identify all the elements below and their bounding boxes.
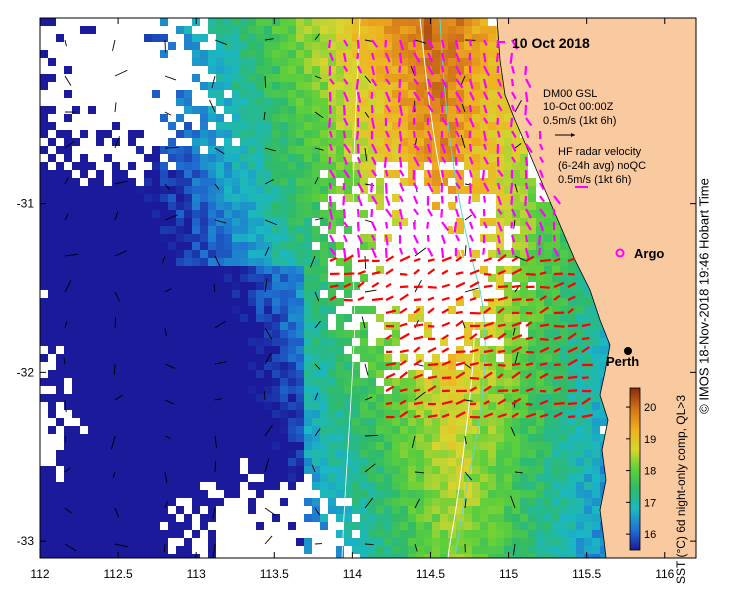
land-mass xyxy=(496,18,696,558)
colorbar-tick-label: 18 xyxy=(644,466,656,478)
x-tick-label: 115 xyxy=(499,567,518,581)
credit-text: © IMOS 18-Nov-2018 19:46 Hobart Time xyxy=(696,178,712,414)
colorbar-tick-label: 16 xyxy=(644,529,656,541)
colorbar-ticks: 16 17 18 19 20 xyxy=(626,402,656,541)
argo-marker xyxy=(615,248,625,258)
x-tick-label: 116 xyxy=(655,567,674,581)
model-legend-line1: DM00 GSL xyxy=(543,88,597,100)
model-legend-arrow xyxy=(555,133,575,137)
perth-label: Perth xyxy=(606,354,639,369)
x-tick-label: 112.5 xyxy=(104,567,133,581)
x-tick-label: 115.5 xyxy=(572,567,601,581)
x-tick-label: 113.5 xyxy=(260,567,289,581)
model-legend-line3: 0.5m/s (1kt 6h) xyxy=(543,115,616,127)
x-tick-label: 113 xyxy=(187,567,206,581)
isobath-line xyxy=(439,18,486,558)
colorbar-label: SST (°C) 6d night-only comp, QL>3 xyxy=(674,395,688,584)
perth-marker xyxy=(624,347,632,355)
map-title: 10 Oct 2018 xyxy=(512,35,590,51)
isobath-line xyxy=(341,18,361,558)
x-axis: 112 112.5 113 113.5 114 114.5 115 115.5 116 xyxy=(30,18,675,581)
radar-legend-line2: (6-24h avg) noQC xyxy=(558,160,646,172)
y-tick-label: -32 xyxy=(17,365,35,379)
x-tick-label: 114 xyxy=(343,567,362,581)
colorbar-tick-label: 20 xyxy=(644,402,656,414)
colorbar xyxy=(629,387,641,551)
radar-legend-line1: HF radar velocity xyxy=(558,146,642,158)
isobath-line xyxy=(419,18,475,558)
x-tick-label: 114.5 xyxy=(416,567,445,581)
y-axis: -31 -32 -33 xyxy=(17,197,696,548)
argo-label: Argo xyxy=(634,246,664,261)
y-tick-label: -31 xyxy=(17,197,35,211)
y-tick-label: -33 xyxy=(17,534,35,548)
axes-frame xyxy=(39,17,697,559)
radar-velocity-arrows xyxy=(327,39,593,419)
colorbar-tick-label: 19 xyxy=(644,434,656,446)
model-legend-line2: 10-Oct 00:00Z xyxy=(543,101,614,113)
radar-legend-line3: 0.5m/s (1kt 6h) xyxy=(558,174,631,186)
map-area xyxy=(40,18,696,558)
model-current-arrows xyxy=(63,33,526,558)
colorbar-tick-label: 17 xyxy=(644,497,656,509)
x-tick-label: 112 xyxy=(30,567,49,581)
